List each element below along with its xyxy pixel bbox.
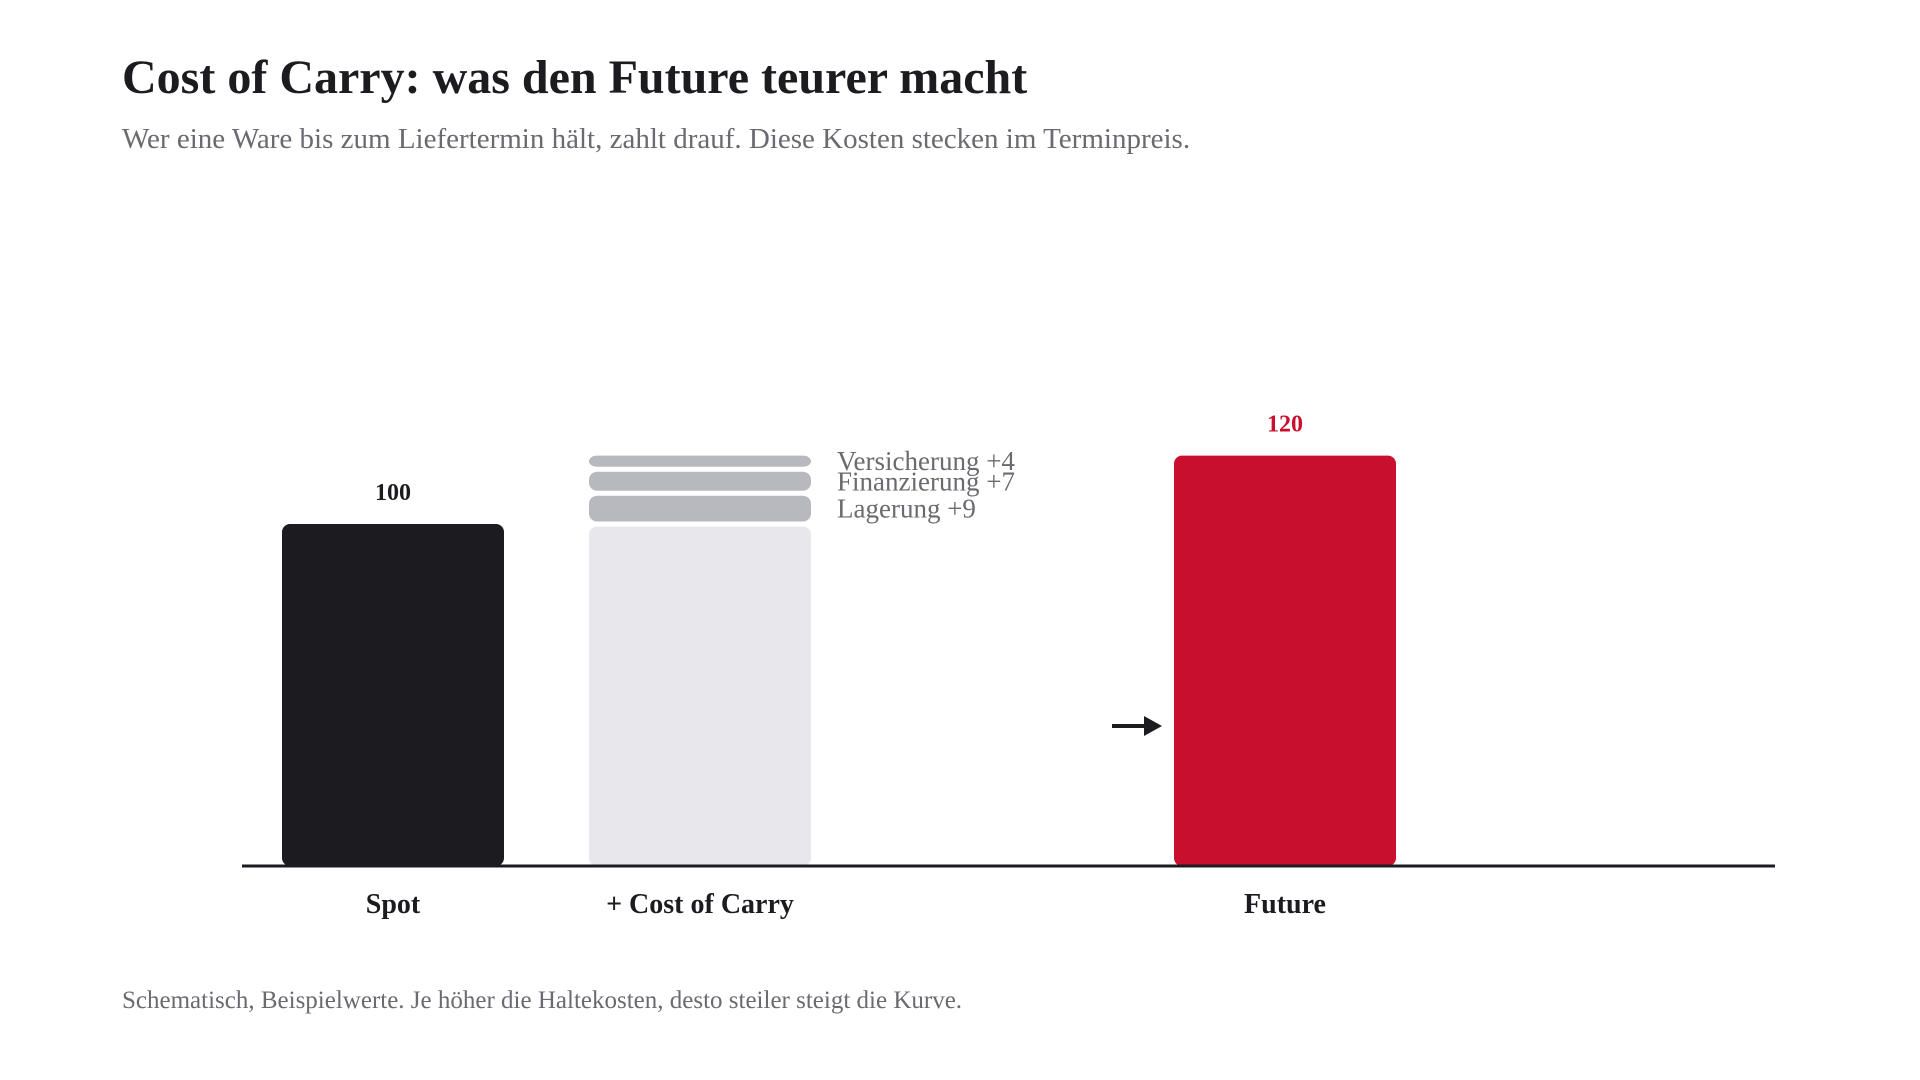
arrow-head-icon <box>1144 716 1162 736</box>
cost-carry-segment-finanzierung <box>589 471 811 491</box>
spot-bar <box>282 524 504 866</box>
cost-carry-segment-base <box>589 526 811 866</box>
bars-layer <box>242 455 1775 868</box>
segment-label-finanzierung: Finanzierung +7 <box>837 466 1015 496</box>
segment-label-lagerung: Lagerung +9 <box>837 494 976 524</box>
future-value-label: 120 <box>1267 412 1303 438</box>
future-bar <box>1174 455 1396 866</box>
cost-carry-segment-lagerung <box>589 495 811 522</box>
segment-label-versicherung: Versicherung +4 <box>837 446 1015 476</box>
chart-title: Cost of Carry: was den Future teurer mac… <box>122 51 1028 104</box>
cost-carry-segment-versicherung <box>589 455 811 467</box>
category-label-future: Future <box>1244 889 1326 920</box>
category-label-cost-of-carry: + Cost of Carry <box>606 889 794 920</box>
category-label-spot: Spot <box>366 889 421 920</box>
chart-subtitle: Wer eine Ware bis zum Liefertermin hält,… <box>122 123 1191 155</box>
spot-value-label: 100 <box>375 480 411 506</box>
chart-footnote: Schematisch, Beispielwerte. Je höher die… <box>122 987 963 1014</box>
